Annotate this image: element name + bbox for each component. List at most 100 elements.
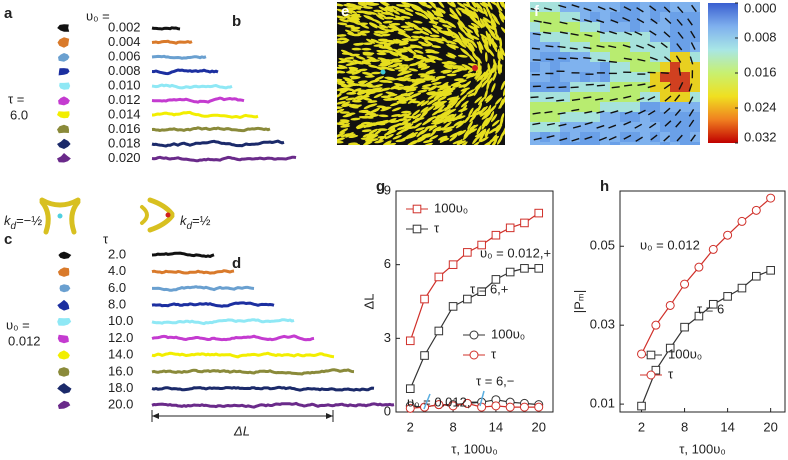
rod xyxy=(351,33,362,37)
rod xyxy=(427,92,437,96)
rod xyxy=(474,55,482,64)
marker xyxy=(737,283,747,293)
rod xyxy=(364,138,375,142)
rod xyxy=(468,54,476,63)
cell xyxy=(590,102,601,113)
marker xyxy=(469,350,479,360)
rod xyxy=(497,51,504,60)
marker xyxy=(505,223,515,233)
cell xyxy=(580,22,591,33)
rod xyxy=(374,76,385,81)
rod xyxy=(420,127,429,135)
scale-label: ΔL xyxy=(233,423,250,438)
rod xyxy=(387,64,398,68)
trajectory xyxy=(151,301,275,308)
rod xyxy=(341,103,352,107)
colorbar-tick-label: 0.024 xyxy=(744,99,777,114)
cell xyxy=(540,22,551,33)
defect-label: kd=−½ xyxy=(4,213,42,231)
rod xyxy=(489,2,498,6)
rod xyxy=(411,92,422,97)
rod xyxy=(368,128,378,134)
cell xyxy=(690,2,700,13)
rod xyxy=(502,126,505,136)
marker xyxy=(448,401,458,411)
arrow xyxy=(622,16,631,22)
cell xyxy=(660,102,671,113)
rod xyxy=(466,72,475,79)
rod xyxy=(449,44,459,49)
cell xyxy=(570,2,581,13)
rod xyxy=(484,128,491,137)
rod xyxy=(361,60,372,64)
cell xyxy=(580,2,591,13)
cell xyxy=(690,82,700,93)
rod xyxy=(364,75,375,78)
rod xyxy=(490,140,497,145)
cell xyxy=(530,2,541,13)
y-tick-label: 0.01 xyxy=(590,396,615,411)
rod xyxy=(481,79,488,88)
cell xyxy=(580,12,591,23)
rod xyxy=(404,21,414,28)
rod xyxy=(448,2,456,7)
rod xyxy=(467,92,477,97)
cell xyxy=(600,102,611,113)
legend-label: τ xyxy=(434,220,440,235)
rod xyxy=(482,17,492,24)
rod xyxy=(351,88,362,93)
cell xyxy=(560,122,571,133)
arrow xyxy=(623,134,632,140)
rod xyxy=(337,82,347,86)
rod xyxy=(468,25,477,31)
annotation: υ₀ = 0.012,+ xyxy=(480,245,551,260)
arrow xyxy=(675,120,682,128)
marker xyxy=(469,330,479,340)
marker xyxy=(412,204,422,214)
arrow xyxy=(637,109,646,115)
rod xyxy=(444,104,452,112)
rod xyxy=(475,64,481,74)
defect-plus xyxy=(140,197,175,233)
rod xyxy=(423,139,433,144)
cell xyxy=(540,122,551,133)
arrow xyxy=(609,7,617,12)
marker xyxy=(752,271,761,281)
cell xyxy=(560,142,571,145)
cell xyxy=(690,132,700,143)
rod xyxy=(403,85,414,89)
rod xyxy=(395,96,406,100)
trajectory xyxy=(151,83,233,90)
rod xyxy=(355,123,365,128)
rod xyxy=(408,140,417,145)
rod xyxy=(434,102,444,107)
rod xyxy=(397,118,408,122)
cell xyxy=(550,132,561,143)
cell xyxy=(650,112,661,123)
cell xyxy=(560,12,571,23)
blob xyxy=(57,299,70,311)
rod xyxy=(431,81,442,85)
legend-label: 100υ₀ xyxy=(491,326,525,341)
cell xyxy=(590,72,601,83)
cell xyxy=(570,142,581,145)
rod xyxy=(427,116,437,121)
arrow xyxy=(609,98,618,102)
cell xyxy=(650,2,661,13)
row-label: 8.0 xyxy=(108,297,126,312)
param-label: υ₀ = xyxy=(6,317,30,332)
arrow xyxy=(543,21,552,25)
arrow xyxy=(532,32,541,36)
rod xyxy=(447,108,457,114)
arrow xyxy=(623,6,632,12)
cell xyxy=(610,112,621,123)
panel-label: f xyxy=(534,3,540,20)
rod xyxy=(368,22,378,29)
arrow xyxy=(558,57,567,60)
rod xyxy=(453,32,461,40)
rod xyxy=(479,2,489,9)
row-label: 0.016 xyxy=(108,121,141,136)
arrow xyxy=(649,5,657,12)
blob xyxy=(57,124,69,134)
cell xyxy=(550,102,561,113)
